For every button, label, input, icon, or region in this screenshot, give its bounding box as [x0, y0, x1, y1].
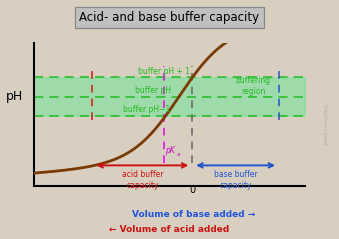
Text: 0: 0 — [189, 185, 195, 196]
Text: Stephen Lower: Stephen Lower — [322, 104, 327, 145]
Text: ← Volume of acid added: ← Volume of acid added — [109, 225, 230, 234]
Text: pH: pH — [6, 90, 23, 103]
Text: buffering
region: buffering region — [236, 76, 271, 96]
Text: pK: pK — [165, 146, 175, 155]
Text: buffer pH: buffer pH — [135, 86, 171, 95]
Text: Acid- and base buffer capacity: Acid- and base buffer capacity — [79, 11, 260, 24]
Text: base buffer
capacity: base buffer capacity — [214, 170, 258, 190]
Text: buffer pH + 1: buffer pH + 1 — [138, 67, 190, 76]
Text: buffer pH−1: buffer pH−1 — [123, 105, 170, 114]
Text: acid buffer
capacity: acid buffer capacity — [122, 170, 163, 190]
Text: a: a — [177, 152, 180, 157]
Text: Volume of base added →: Volume of base added → — [132, 210, 255, 219]
